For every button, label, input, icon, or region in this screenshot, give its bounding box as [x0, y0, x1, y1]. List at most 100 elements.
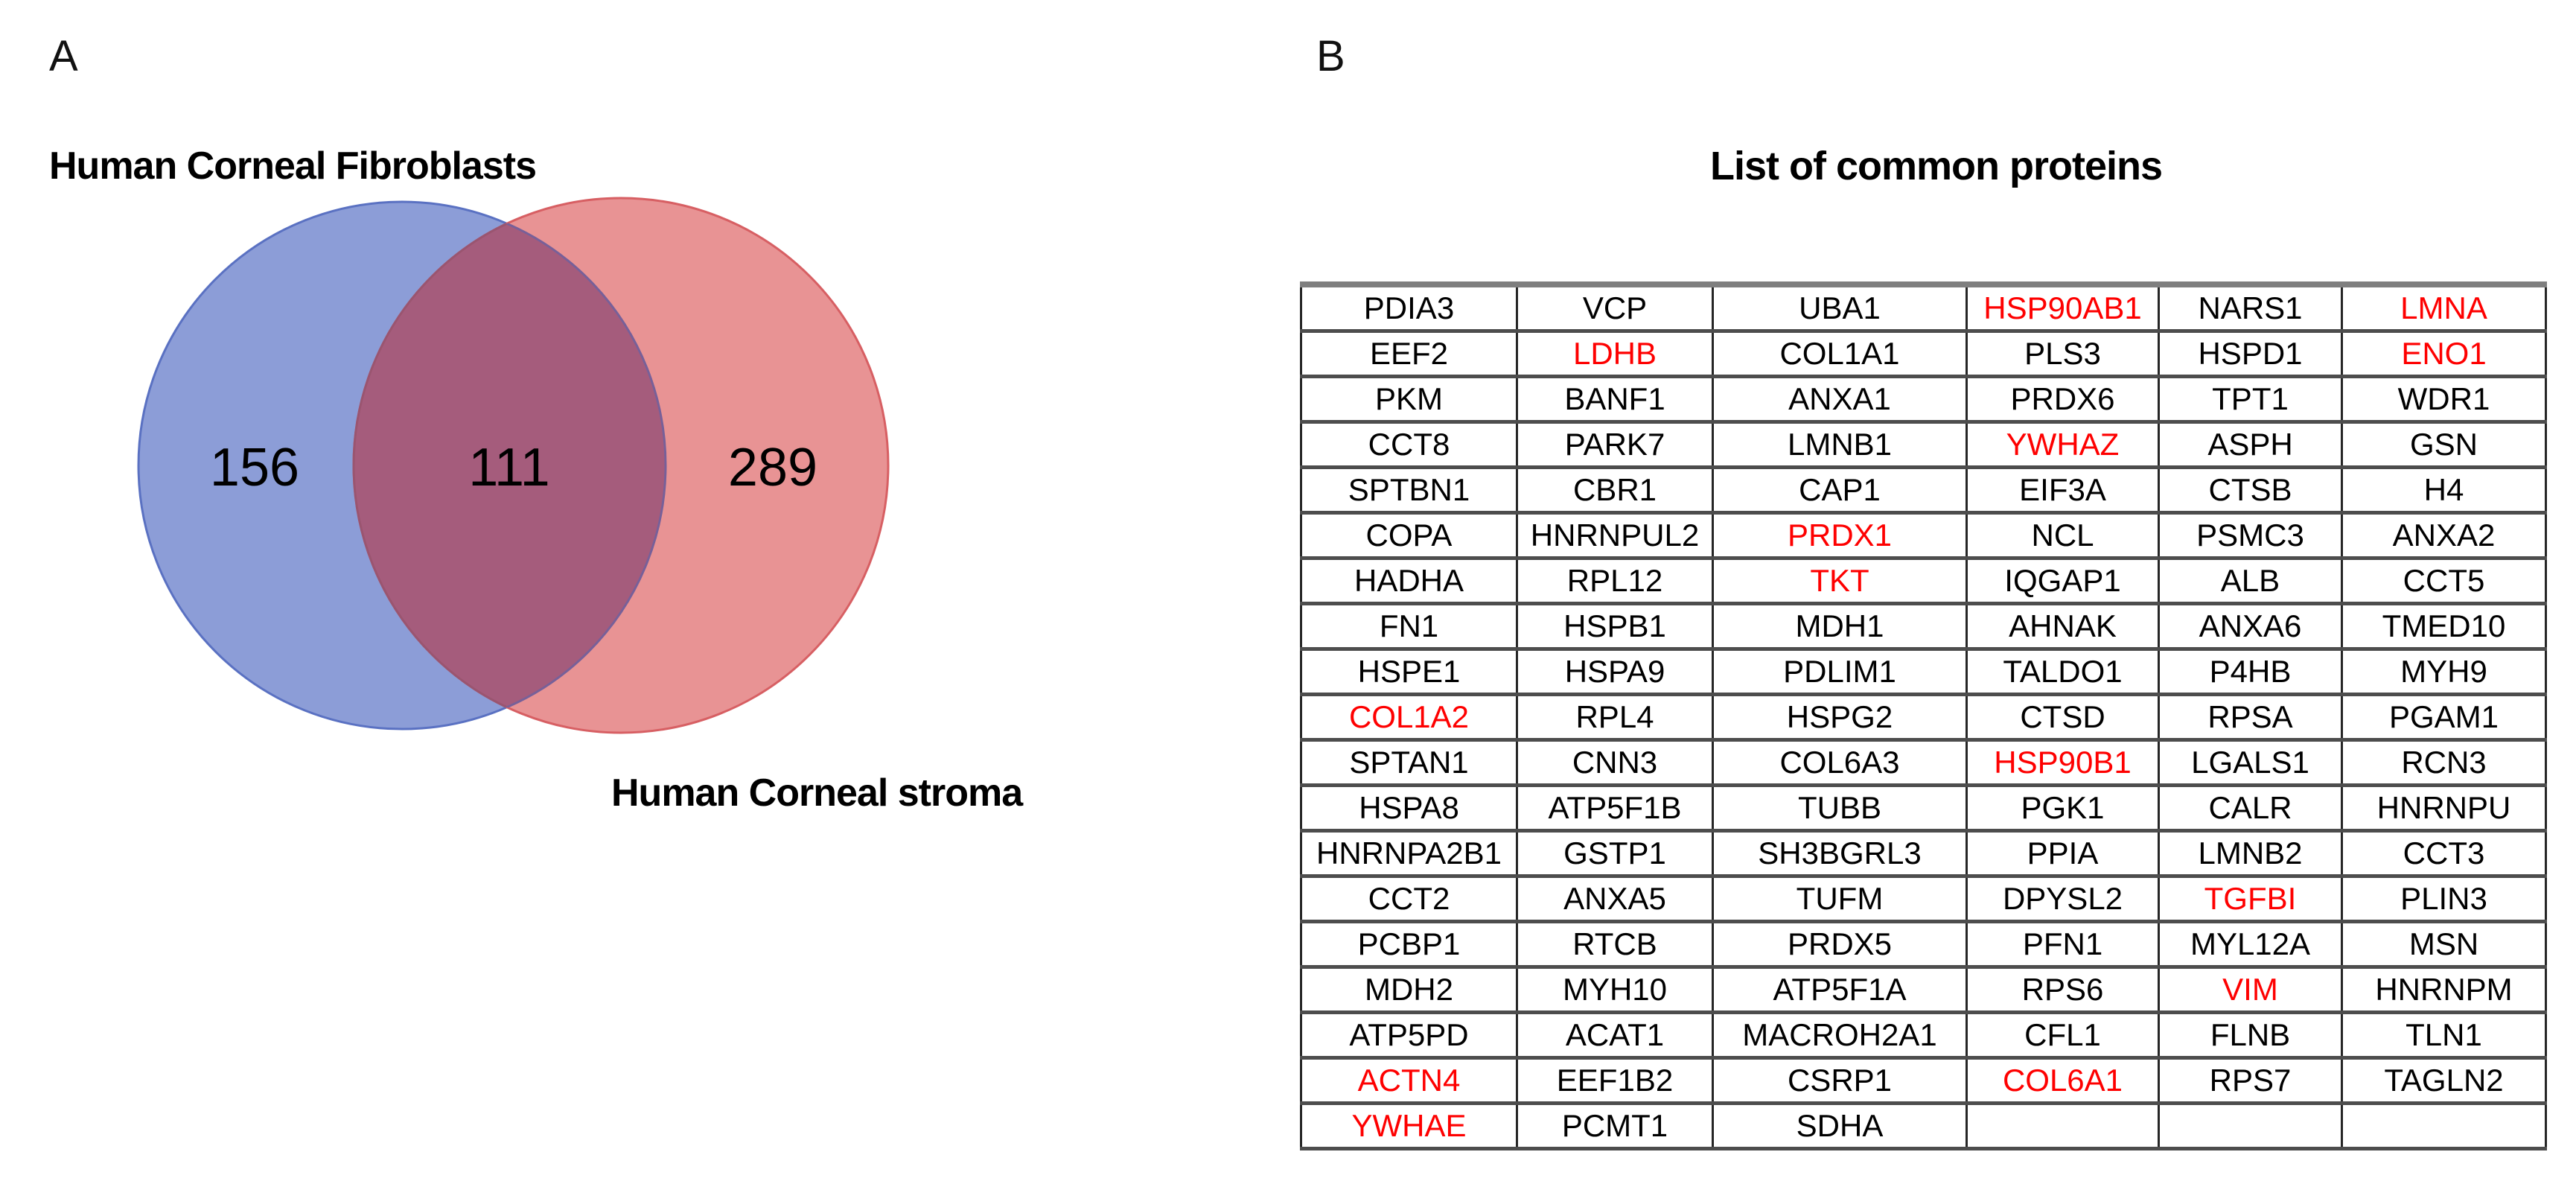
- protein-cell: HSPB1: [1516, 602, 1714, 651]
- protein-cell: RTCB: [1516, 920, 1714, 969]
- table-row: HNRNPA2B1 GSTP1 SH3BGRL3 PPIA LMNB2 CCT3: [1300, 829, 2547, 878]
- protein-cell: ANXA2: [2341, 511, 2547, 560]
- protein-cell: MYH10: [1516, 965, 1714, 1014]
- venn-left-count: 156: [210, 438, 299, 497]
- protein-cell: ACAT1: [1516, 1010, 1714, 1060]
- panel-a-label: A: [49, 32, 78, 80]
- protein-cell: PLIN3: [2341, 874, 2547, 923]
- protein-cell: CCT2: [1300, 874, 1518, 923]
- common-proteins-table-body: PDIA3 VCP UBA1 HSP90AB1 NARS1 LMNA EEF2 LDHB COL…: [1300, 282, 2547, 1150]
- protein-cell: TALDO1: [1966, 647, 2160, 696]
- protein-cell: MACROH2A1: [1712, 1010, 1968, 1060]
- table-row: EEF2 LDHB COL1A1 PLS3 HSPD1 ENO1: [1300, 329, 2547, 378]
- protein-cell: EEF1B2: [1516, 1056, 1714, 1105]
- protein-cell: LGALS1: [2158, 738, 2343, 787]
- protein-cell: SH3BGRL3: [1712, 829, 1968, 878]
- table-row: ATP5PD ACAT1 MACROH2A1 CFL1 FLNB TLN1: [1300, 1010, 2547, 1060]
- protein-cell: UBA1: [1712, 282, 1968, 333]
- protein-cell: EEF2: [1300, 329, 1518, 378]
- protein-cell: MSN: [2341, 920, 2547, 969]
- protein-cell: PCBP1: [1300, 920, 1518, 969]
- venn-overlap-count: 111: [468, 438, 549, 497]
- venn-right-count: 289: [728, 438, 817, 497]
- protein-cell: RPS6: [1966, 965, 2160, 1014]
- protein-cell: PDLIM1: [1712, 647, 1968, 696]
- table-row: COPA HNRNPUL2 PRDX1 NCL PSMC3 ANXA2: [1300, 511, 2547, 560]
- table-row: COL1A2 RPL4 HSPG2 CTSD RPSA PGAM1: [1300, 693, 2547, 742]
- protein-cell: ASPH: [2158, 420, 2343, 469]
- protein-cell: HSPA8: [1300, 783, 1518, 833]
- protein-cell: PLS3: [1966, 329, 2160, 378]
- protein-cell: PRDX6: [1966, 375, 2160, 424]
- protein-cell: RPL12: [1516, 556, 1714, 605]
- protein-cell: TUBB: [1712, 783, 1968, 833]
- protein-cell: ATP5PD: [1300, 1010, 1518, 1060]
- table-row: FN1 HSPB1 MDH1 AHNAK ANXA6 TMED10: [1300, 602, 2547, 651]
- protein-cell: TUFM: [1712, 874, 1968, 923]
- protein-cell: CFL1: [1966, 1010, 2160, 1060]
- protein-cell: PKM: [1300, 375, 1518, 424]
- protein-cell: HSPD1: [2158, 329, 2343, 378]
- protein-cell: RPS7: [2158, 1056, 2343, 1105]
- protein-cell: FLNB: [2158, 1010, 2343, 1060]
- protein-cell: MYL12A: [2158, 920, 2343, 969]
- common-proteins-table: PDIA3 VCP UBA1 HSP90AB1 NARS1 LMNA EEF2 LDHB COL…: [1300, 281, 2547, 1150]
- protein-cell: MDH2: [1300, 965, 1518, 1014]
- protein-cell: PSMC3: [2158, 511, 2343, 560]
- table-row: MDH2 MYH10 ATP5F1A RPS6 VIM HNRNPM: [1300, 965, 2547, 1014]
- protein-cell: HSP90AB1: [1966, 282, 2160, 333]
- protein-cell: CALR: [2158, 783, 2343, 833]
- table-row: YWHAE PCMT1 SDHA: [1300, 1101, 2547, 1150]
- protein-cell: DPYSL2: [1966, 874, 2160, 923]
- protein-cell: HNRNPM: [2341, 965, 2547, 1014]
- protein-cell: GSTP1: [1516, 829, 1714, 878]
- protein-cell: COL1A2: [1300, 693, 1518, 742]
- protein-cell: LMNB2: [2158, 829, 2343, 878]
- table-row: PDIA3 VCP UBA1 HSP90AB1 NARS1 LMNA: [1300, 282, 2547, 333]
- table-row: PKM BANF1 ANXA1 PRDX6 TPT1 WDR1: [1300, 375, 2547, 424]
- protein-cell: LMNA: [2341, 282, 2547, 333]
- protein-cell: PCMT1: [1516, 1101, 1714, 1150]
- protein-cell: SPTAN1: [1300, 738, 1518, 787]
- protein-cell: CTSD: [1966, 693, 2160, 742]
- table-row: HADHA RPL12 TKT IQGAP1 ALB CCT5: [1300, 556, 2547, 605]
- table-row: SPTBN1 CBR1 CAP1 EIF3A CTSB H4: [1300, 465, 2547, 515]
- protein-cell: ANXA6: [2158, 602, 2343, 651]
- protein-cell: TLN1: [2341, 1010, 2547, 1060]
- table-row: CCT2 ANXA5 TUFM DPYSL2 TGFBI PLIN3: [1300, 874, 2547, 923]
- common-proteins-title: List of common proteins: [1710, 144, 2163, 188]
- protein-cell: MYH9: [2341, 647, 2547, 696]
- protein-cell: BANF1: [1516, 375, 1714, 424]
- table-row: HSPA8 ATP5F1B TUBB PGK1 CALR HNRNPU: [1300, 783, 2547, 833]
- panel-b-label: B: [1316, 32, 1345, 80]
- protein-cell: PFN1: [1966, 920, 2160, 969]
- protein-cell: COL6A1: [1966, 1056, 2160, 1105]
- protein-cell: TGFBI: [2158, 874, 2343, 923]
- protein-cell: [2158, 1101, 2343, 1150]
- protein-cell: CNN3: [1516, 738, 1714, 787]
- protein-cell: CAP1: [1712, 465, 1968, 515]
- protein-cell: [1966, 1101, 2160, 1150]
- protein-cell: ANXA5: [1516, 874, 1714, 923]
- protein-cell: SDHA: [1712, 1101, 1968, 1150]
- protein-cell: ATP5F1B: [1516, 783, 1714, 833]
- protein-cell: HSPA9: [1516, 647, 1714, 696]
- table-row: ACTN4 EEF1B2 CSRP1 COL6A1 RPS7 TAGLN2: [1300, 1056, 2547, 1105]
- venn-overlap-region: [352, 202, 666, 729]
- protein-cell: LDHB: [1516, 329, 1714, 378]
- protein-cell: H4: [2341, 465, 2547, 515]
- protein-cell: RPSA: [2158, 693, 2343, 742]
- protein-cell: NARS1: [2158, 282, 2343, 333]
- protein-cell: P4HB: [2158, 647, 2343, 696]
- protein-cell: PDIA3: [1300, 282, 1518, 333]
- protein-cell: GSN: [2341, 420, 2547, 469]
- protein-cell: RCN3: [2341, 738, 2547, 787]
- protein-cell: PGAM1: [2341, 693, 2547, 742]
- protein-cell: NCL: [1966, 511, 2160, 560]
- venn-left-set-title: Human Corneal Fibroblasts: [49, 144, 537, 188]
- protein-cell: CTSB: [2158, 465, 2343, 515]
- protein-cell: ANXA1: [1712, 375, 1968, 424]
- protein-cell: HSP90B1: [1966, 738, 2160, 787]
- protein-cell: YWHAZ: [1966, 420, 2160, 469]
